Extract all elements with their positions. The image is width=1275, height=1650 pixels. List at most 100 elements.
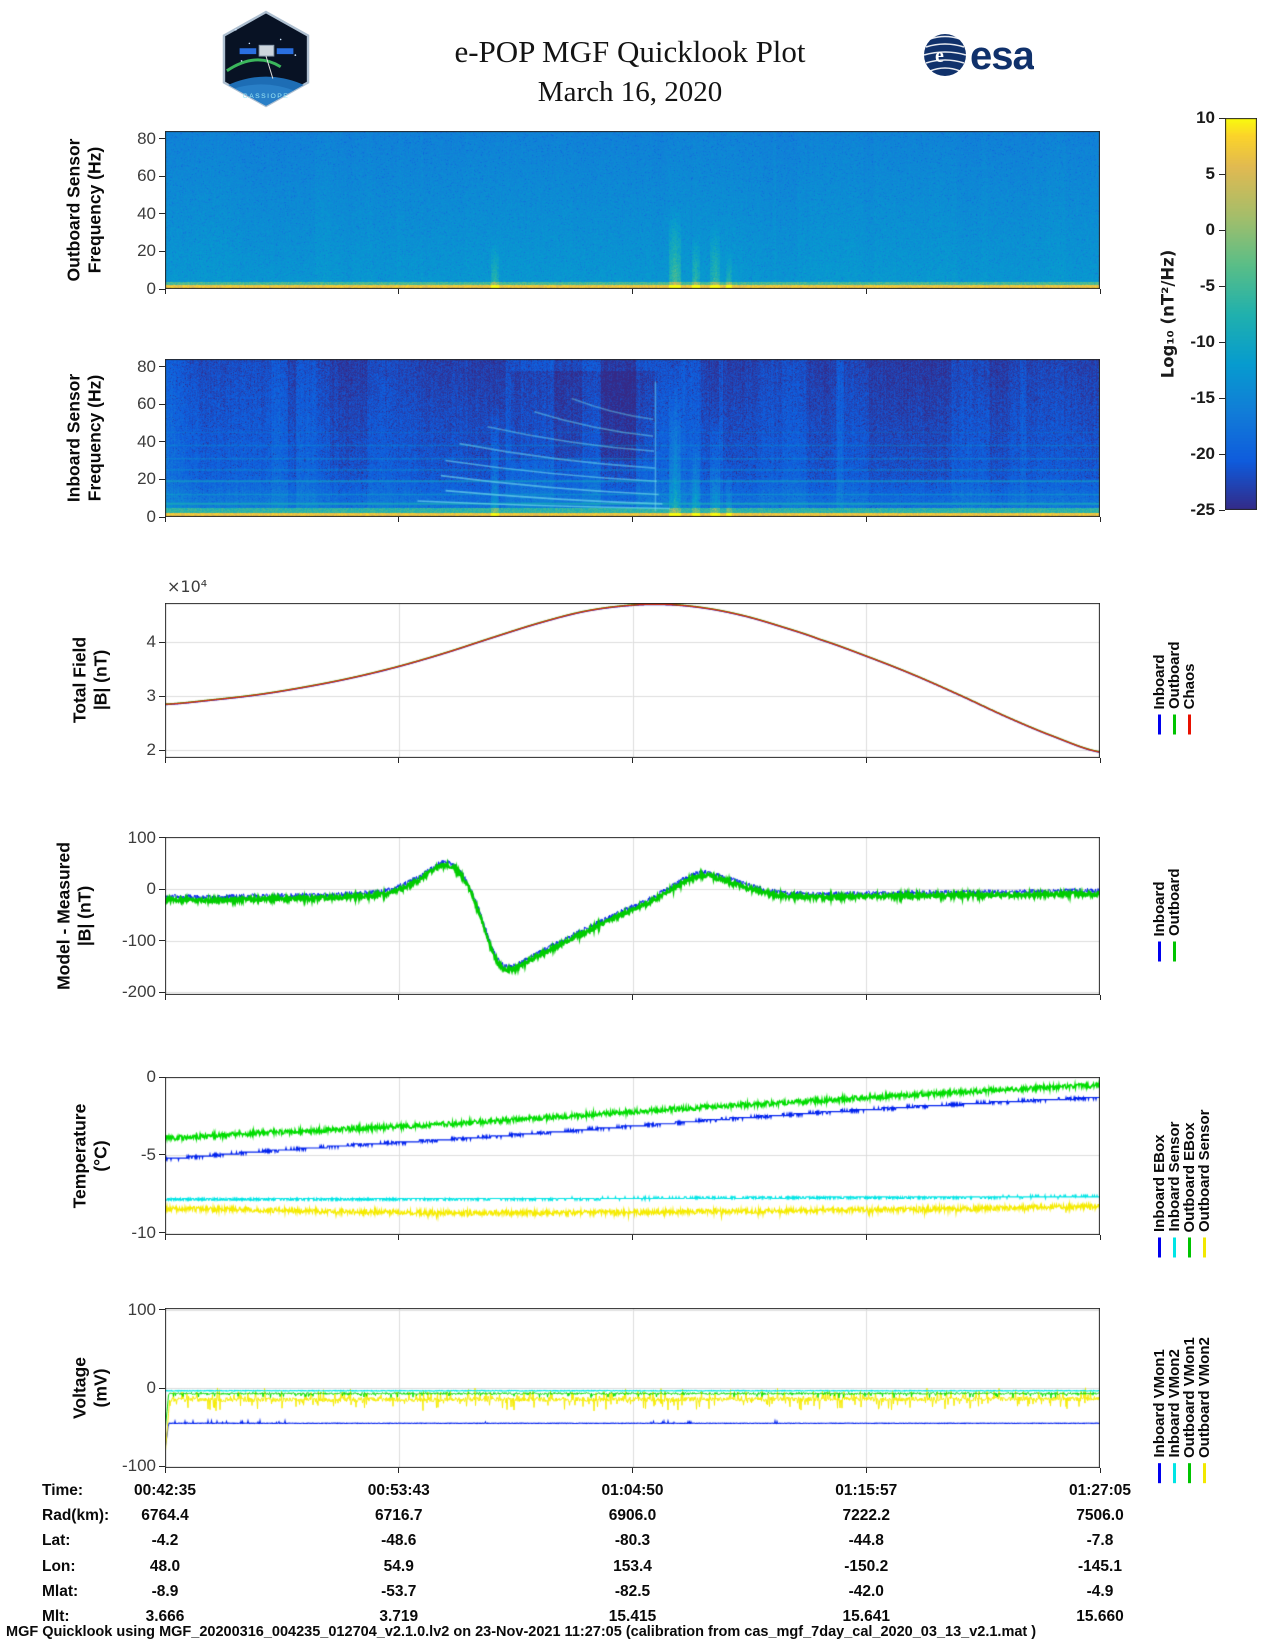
x-tick-mark xyxy=(164,517,166,522)
table-cell: 54.9 xyxy=(383,1557,414,1575)
colorbar-tick-mark xyxy=(1219,117,1225,119)
colorbar-tick-label: 0 xyxy=(1205,220,1215,239)
y-tick-mark xyxy=(159,478,165,480)
legend-color-mark xyxy=(1158,714,1161,734)
legend-entry: Inboard EBox xyxy=(1151,1134,1168,1257)
y-tick-label: 0 xyxy=(146,1378,156,1397)
x-tick-mark xyxy=(164,1468,166,1473)
panel-temperature xyxy=(165,1077,1100,1235)
x-tick-mark xyxy=(865,1235,867,1240)
table-row-label: Mlt: xyxy=(42,1608,70,1625)
table-cell: -48.6 xyxy=(381,1532,417,1550)
colorbar-tick-label: -5 xyxy=(1199,276,1215,295)
x-tick-mark xyxy=(164,995,166,1000)
legend-entry: Outboard VMon2 xyxy=(1196,1337,1213,1483)
y-tick-label: 80 xyxy=(137,128,156,148)
y-tick-label: 20 xyxy=(137,469,156,489)
y-tick-label: 0 xyxy=(146,879,156,899)
colorbar-tick-label: 5 xyxy=(1205,164,1215,183)
y-tick-label: -100 xyxy=(121,930,156,950)
table-cell: 153.4 xyxy=(613,1557,652,1575)
panel-outboard-spectrogram xyxy=(165,131,1100,289)
colorbar-tick-label: -10 xyxy=(1190,332,1215,351)
table-cell: -4.2 xyxy=(151,1532,179,1550)
legend-entry: Inboard VMon1 xyxy=(1151,1350,1168,1483)
y-tick-mark xyxy=(159,1232,165,1234)
table-cell: 15.415 xyxy=(608,1608,657,1625)
y-tick-mark xyxy=(159,1154,165,1156)
legend-color-mark xyxy=(1158,1237,1161,1257)
table-cell: 00:42:35 xyxy=(133,1482,197,1499)
colorbar-title: Log₁₀ (nT²/Hz) xyxy=(1158,249,1178,379)
table-cell: 01:04:50 xyxy=(601,1482,664,1499)
x-tick-mark xyxy=(865,1468,867,1473)
voltage-canvas xyxy=(165,1308,1100,1468)
x-tick-mark xyxy=(632,517,633,522)
x-tick-mark xyxy=(398,1235,400,1240)
x-tick-mark xyxy=(398,1468,400,1473)
y-tick-mark xyxy=(159,288,165,290)
legend-label: Inboard EBox xyxy=(1151,1134,1168,1232)
legend-color-mark xyxy=(1173,1463,1176,1483)
legend-entry: Inboard xyxy=(1151,654,1168,734)
legend-label: Inboard xyxy=(1151,881,1168,936)
x-tick-mark xyxy=(164,758,166,763)
colorbar-tick-label: -20 xyxy=(1190,444,1215,463)
legend-entry: Outboard Sensor xyxy=(1196,1109,1213,1257)
table-cell: -145.1 xyxy=(1078,1557,1122,1575)
panel-inboard-spectrogram xyxy=(165,359,1100,517)
table-cell: 6716.7 xyxy=(375,1507,423,1525)
x-tick-mark xyxy=(632,995,633,1000)
y-tick-mark xyxy=(159,516,165,518)
colorbar-tick-mark xyxy=(1219,341,1225,343)
total-field-canvas xyxy=(165,603,1100,758)
colorbar-tick-mark xyxy=(1219,229,1225,231)
x-tick-mark xyxy=(1099,995,1101,1000)
legend-color-mark xyxy=(1173,941,1176,961)
table-row-label: Lat: xyxy=(42,1532,71,1550)
colorbar-tick-mark xyxy=(1219,509,1225,511)
x-tick-mark xyxy=(398,289,400,294)
legend-label: Inboard xyxy=(1151,654,1168,709)
x-tick-mark xyxy=(632,289,633,294)
legend-label: Outboard EBox xyxy=(1181,1121,1198,1232)
table-cell: -80.3 xyxy=(614,1532,651,1550)
table-cell: 6906.0 xyxy=(608,1507,657,1525)
y-tick-label: 80 xyxy=(137,356,156,376)
x-tick-mark xyxy=(1099,289,1101,294)
y-tick-mark xyxy=(159,213,165,215)
legend-label: Outboard xyxy=(1166,641,1183,710)
svg-text:e: e xyxy=(935,45,944,67)
table-row-label: Time: xyxy=(42,1482,84,1499)
panel-model-measured xyxy=(165,837,1100,995)
colorbar-tick-label: 10 xyxy=(1196,108,1215,127)
panel-voltage xyxy=(165,1308,1100,1468)
y-tick-mark xyxy=(159,837,165,839)
table-cell: 48.0 xyxy=(149,1557,181,1575)
x-tick-mark xyxy=(1099,1468,1101,1473)
y-tick-mark xyxy=(159,403,165,405)
y-tick-mark xyxy=(159,138,165,140)
legend-label: Outboard VMon1 xyxy=(1181,1337,1198,1458)
table-cell: 6764.4 xyxy=(141,1507,189,1525)
colorbar-tick-label: -25 xyxy=(1190,500,1215,519)
footer-caption: MGF Quicklook using MGF_20200316_004235_… xyxy=(6,1624,1037,1640)
legend-color-mark xyxy=(1158,1463,1161,1483)
table-cell: -42.0 xyxy=(848,1582,884,1600)
legend-entry: Outboard xyxy=(1166,869,1183,961)
y-tick-label: -200 xyxy=(121,982,156,1002)
x-tick-mark xyxy=(398,758,400,763)
y-tick-label: 0 xyxy=(146,279,156,298)
table-cell: 00:53:43 xyxy=(367,1482,430,1499)
y-tick-mark xyxy=(159,695,165,697)
x-tick-mark xyxy=(865,517,867,522)
table-row-label: Lon: xyxy=(42,1557,76,1575)
legend-total_field: Inboard Outboard Chaos xyxy=(1151,641,1198,734)
ylabel-inboard-spectrogram: Inboard Sensor Frequency (Hz) xyxy=(63,373,104,503)
table-cell: 01:27:05 xyxy=(1068,1482,1132,1499)
colorbar-tick-mark xyxy=(1219,397,1225,399)
y-tick-mark xyxy=(159,366,165,368)
y-tick-label: 20 xyxy=(137,241,156,261)
ylabel-total-field: Total Field |B| (nT) xyxy=(69,636,110,724)
legend-color-mark xyxy=(1158,941,1161,961)
